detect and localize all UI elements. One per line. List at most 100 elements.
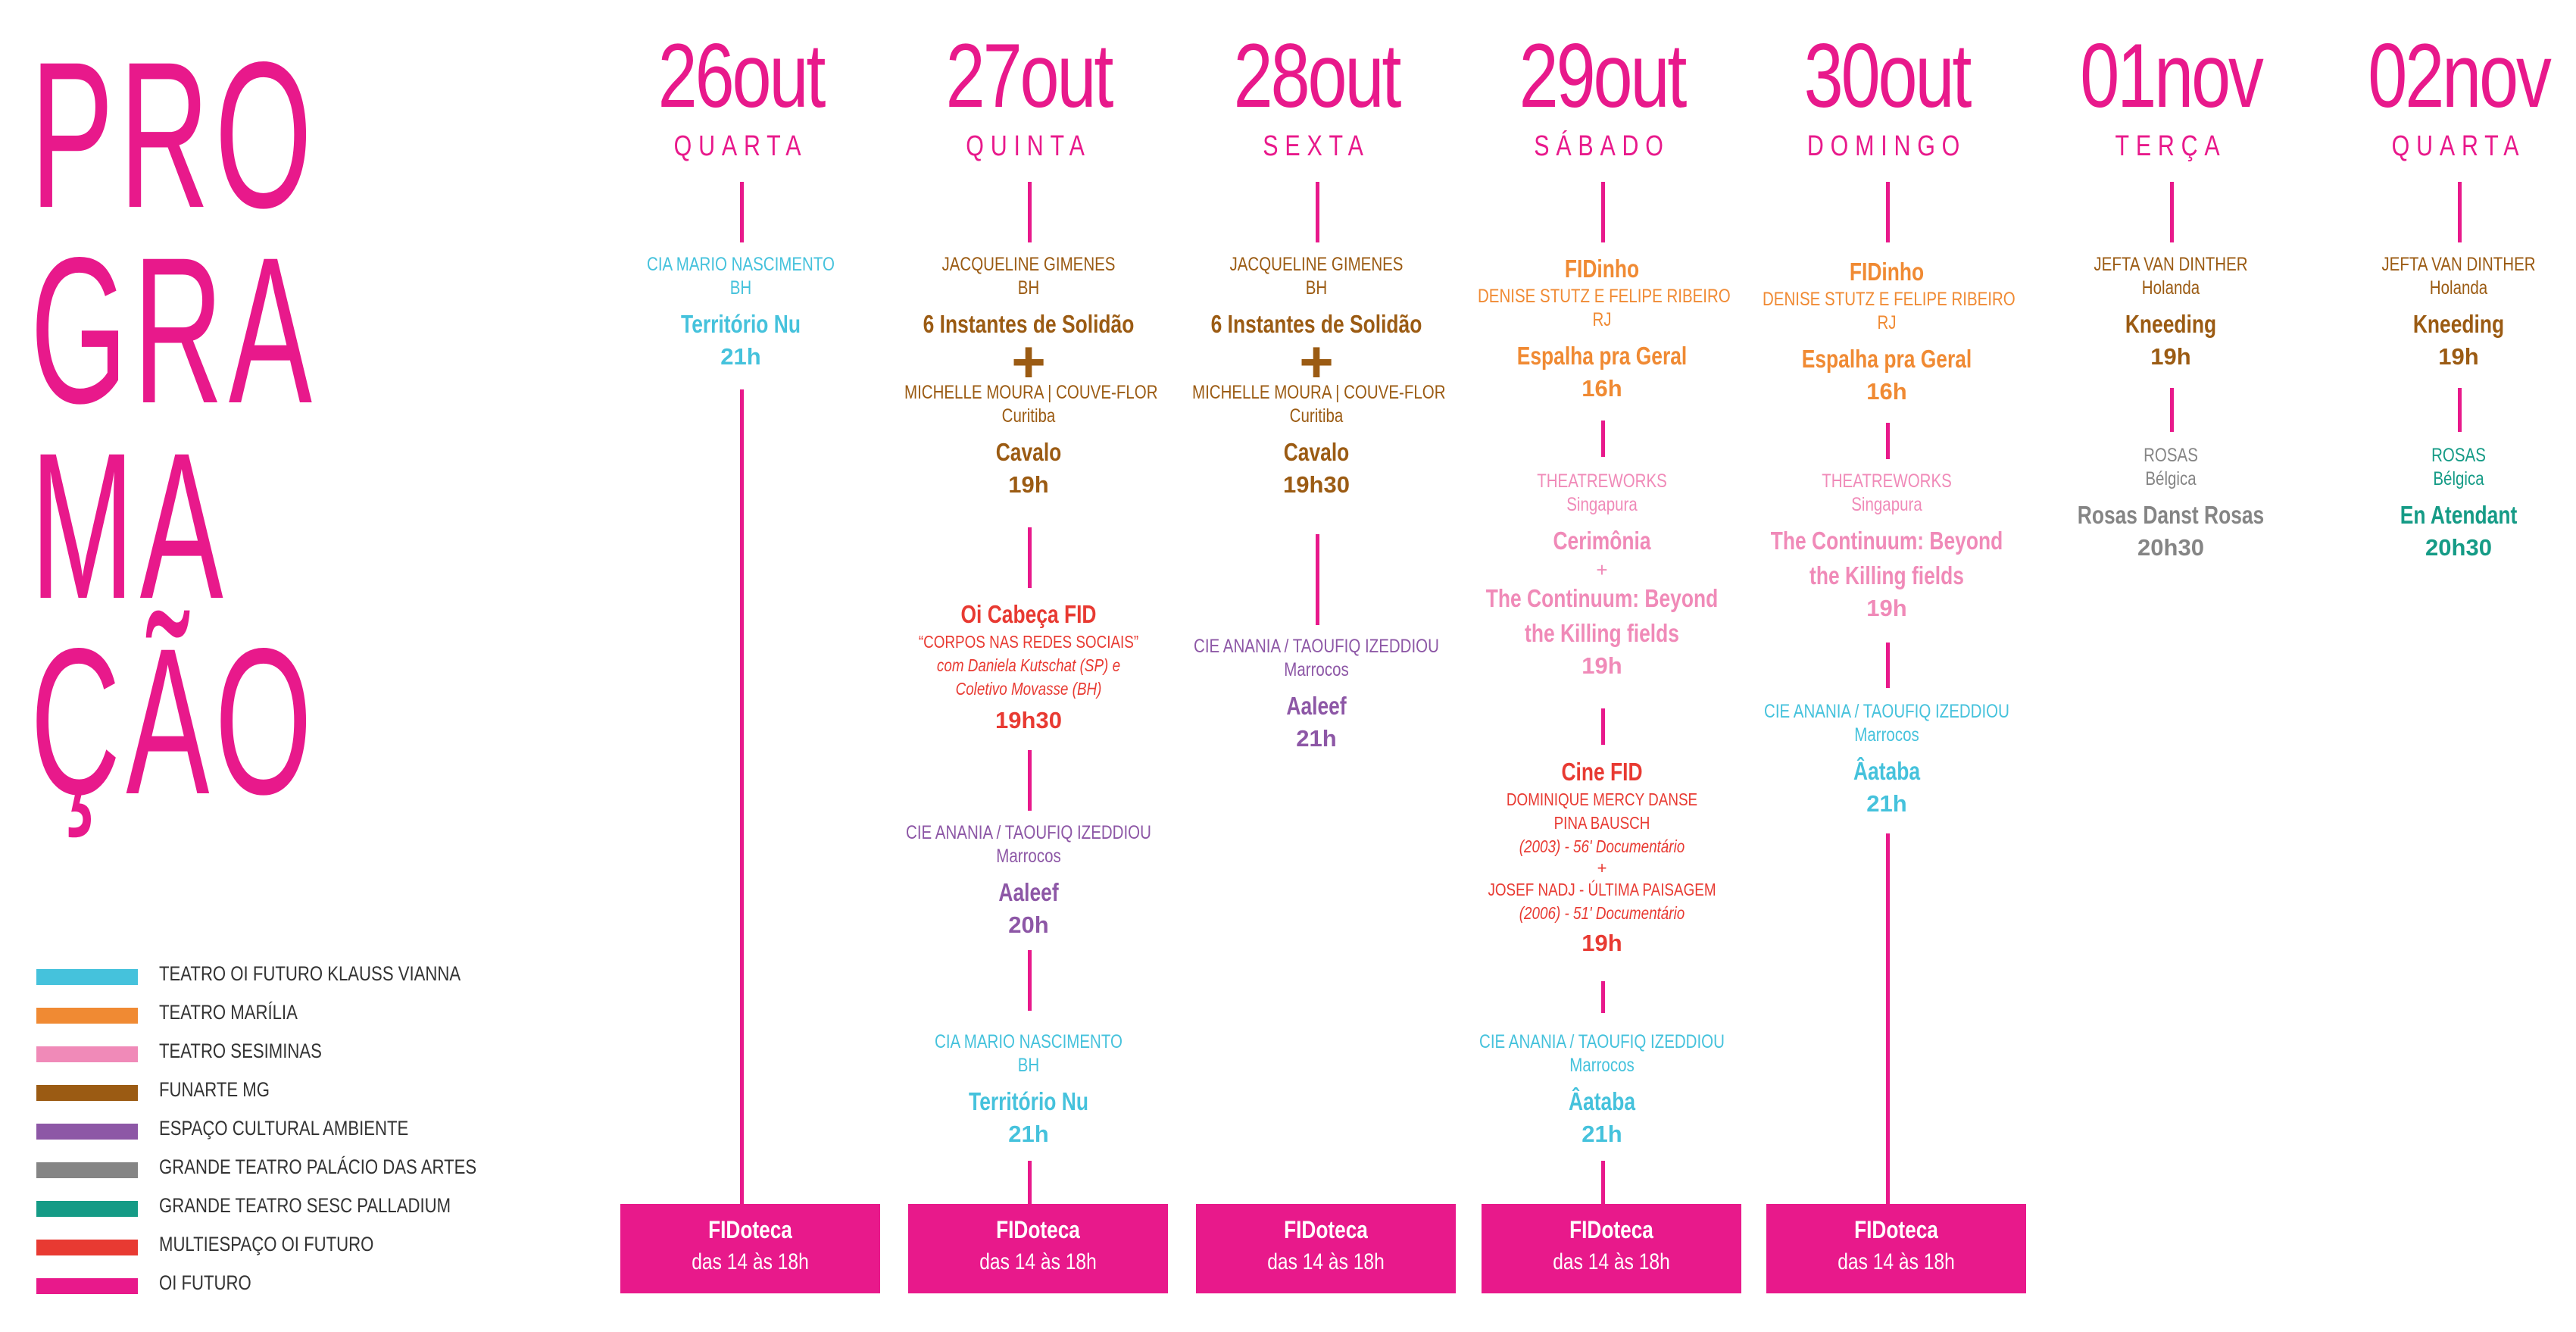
event-line: (2003) - 56' Documentário [1519, 836, 1685, 856]
fidoteca-title: FIDoteca [1569, 1216, 1653, 1243]
day-column-29out: 29out SÁBADO FIDinho DENISE STUTZ E FELI… [1478, 0, 1741, 1332]
event-time: 16h [1582, 375, 1622, 402]
event: CIE ANANIA / TAOUFIQ IZEDDIOU Marrocos A… [877, 821, 1180, 940]
event-origin: BH [1017, 277, 1040, 299]
event-artist: JACQUELINE GIMENES [1229, 254, 1404, 275]
event-origin: Holanda [2141, 277, 2200, 299]
timeline-connector [2458, 388, 2462, 432]
event-series: FIDinho [1849, 258, 1925, 286]
event-artist: CIE ANANIA / TAOUFIQ IZEDDIOU [1479, 1031, 1725, 1052]
event-line: com Daniela Kutschat (SP) e [936, 655, 1121, 675]
event: JEFTA VAN DINTHER Holanda Kneeding 19h [2019, 253, 2322, 372]
event-artist: JACQUELINE GIMENES [941, 254, 1116, 275]
timeline-connector [2170, 182, 2174, 242]
fidoteca-box: FIDoteca das 14 às 18h [620, 1204, 880, 1293]
day-weekday: QUARTA [673, 130, 808, 162]
event: CIA MARIO NASCIMENTO BH Território Nu 21… [877, 1030, 1180, 1149]
event: ROSAS Bélgica En Atendant 20h30 [2307, 444, 2576, 563]
event-time: 20h30 [2137, 534, 2204, 561]
timeline-connector [1601, 182, 1605, 242]
fidoteca-hours: das 14 às 18h [1838, 1249, 1955, 1274]
legend-label: TEATRO MARÍLIA [159, 1001, 298, 1024]
event-artist: CIE ANANIA / TAOUFIQ IZEDDIOU [906, 822, 1151, 843]
legend-swatch [36, 1278, 138, 1294]
event-line: “CORPOS NAS REDES SOCIAIS” [918, 632, 1139, 652]
day-date: 27out [945, 25, 1114, 127]
event: THEATREWORKS Singapura Cerimônia + The C… [1450, 470, 1753, 681]
event-time: 21h [1582, 1121, 1622, 1147]
day-weekday: DOMINGO [1806, 130, 1967, 162]
legend-label: FUNARTE MG [159, 1078, 270, 1101]
event-origin: Curitiba [1001, 405, 1056, 427]
legend-swatch [36, 1240, 138, 1255]
event-artist: ROSAS [2144, 445, 2198, 466]
event: FIDinho DENISE STUTZ E FELIPE RIBEIRO RJ… [1450, 253, 1753, 404]
day-weekday: QUINTA [966, 130, 1091, 162]
legend-label: TEATRO OI FUTURO KLAUSS VIANNA [159, 962, 461, 985]
title-line-4: ÇÃO [30, 605, 318, 838]
legend-swatch [36, 1162, 138, 1178]
day-date: 30out [1803, 25, 1972, 127]
event-artist: JEFTA VAN DINTHER [2381, 254, 2536, 275]
event-title: the Killing fields [1525, 619, 1679, 647]
timeline-connector [1028, 182, 1032, 242]
legend-swatch [36, 1085, 138, 1101]
event-title: Espalha pra Geral [1801, 345, 1972, 373]
event-series: Cine FID [1561, 758, 1643, 786]
timeline-connector [1886, 423, 1890, 459]
event-time: 19h [1866, 595, 1907, 621]
event-title: The Continuum: Beyond [1485, 584, 1719, 612]
event-title: Aaleef [998, 878, 1059, 906]
day-column-27out: 27out QUINTA JACQUELINE GIMENES BH 6 Ins… [904, 0, 1168, 1332]
event-line: (2006) - 51' Documentário [1519, 903, 1685, 923]
fidoteca-box: FIDoteca das 14 às 18h [1482, 1204, 1741, 1293]
day-date: 01nov [2080, 25, 2264, 127]
event-artist: CIA MARIO NASCIMENTO [647, 254, 835, 275]
timeline-connector [740, 182, 744, 242]
timeline-connector [1601, 981, 1605, 1013]
event-artist: CIE ANANIA / TAOUFIQ IZEDDIOU [1764, 701, 2009, 722]
plus-sign: + [1011, 328, 1046, 395]
legend-label: MULTIESPAÇO OI FUTURO [159, 1233, 374, 1255]
event-origin: Curitiba [1289, 405, 1344, 427]
day-weekday: TERÇA [2115, 130, 2227, 162]
event-time: 19h [1582, 930, 1622, 956]
event-series: Oi Cabeça FID [960, 600, 1097, 628]
event-time: 19h [1582, 652, 1622, 679]
event-title: En Atendant [2400, 501, 2518, 529]
event: FIDinho DENISE STUTZ E FELIPE RIBEIRO RJ… [1735, 256, 2038, 407]
title-line-1: PRO [30, 19, 318, 252]
event-artist: CIE ANANIA / TAOUFIQ IZEDDIOU [1194, 636, 1439, 657]
fidoteca-title: FIDoteca [1854, 1216, 1938, 1243]
event: THEATREWORKS Singapura The Continuum: Be… [1735, 470, 2038, 624]
event-title: Kneeding [2412, 310, 2505, 338]
title-line-3: MA [30, 410, 229, 643]
event-time: 20h30 [2425, 534, 2492, 561]
event: ROSAS Bélgica Rosas Danst Rosas 20h30 [2019, 444, 2322, 563]
event-origin: Holanda [2429, 277, 2488, 299]
event: CIE ANANIA / TAOUFIQ IZEDDIOU Marrocos Â… [1735, 700, 2038, 819]
timeline-connector [1601, 421, 1605, 457]
event-origin: Marrocos [1569, 1055, 1635, 1076]
event-title: Território Nu [969, 1087, 1088, 1115]
day-weekday: SÁBADO [1534, 130, 1670, 162]
event-artist: THEATREWORKS [1537, 471, 1667, 492]
legend-swatch [36, 1124, 138, 1140]
event-title: 6 Instantes de Solidão [1210, 310, 1422, 338]
event-time: 19h [2150, 343, 2191, 370]
fidoteca-hours: das 14 às 18h [979, 1249, 1097, 1274]
legend-swatch [36, 1201, 138, 1217]
fidoteca-hours: das 14 às 18h [1267, 1249, 1385, 1274]
event-time: 20h [1008, 911, 1049, 938]
event-line: Coletivo Movasse (BH) [955, 679, 1102, 699]
timeline-connector [1028, 527, 1032, 588]
fidoteca-hours: das 14 às 18h [692, 1249, 809, 1274]
fidoteca-title: FIDoteca [708, 1216, 792, 1243]
day-date: 02nov [2368, 25, 2552, 127]
timeline-connector [2170, 388, 2174, 432]
event: CIE ANANIA / TAOUFIQ IZEDDIOU Marrocos A… [1165, 635, 1468, 754]
day-column-01nov: 01nov TERÇA JEFTA VAN DINTHER Holanda Kn… [2057, 0, 2284, 1332]
title-line-2: GRA [30, 214, 318, 447]
day-column-02nov: 02nov QUARTA JEFTA VAN DINTHER Holanda K… [2345, 0, 2572, 1332]
timeline-connector [1316, 182, 1319, 242]
